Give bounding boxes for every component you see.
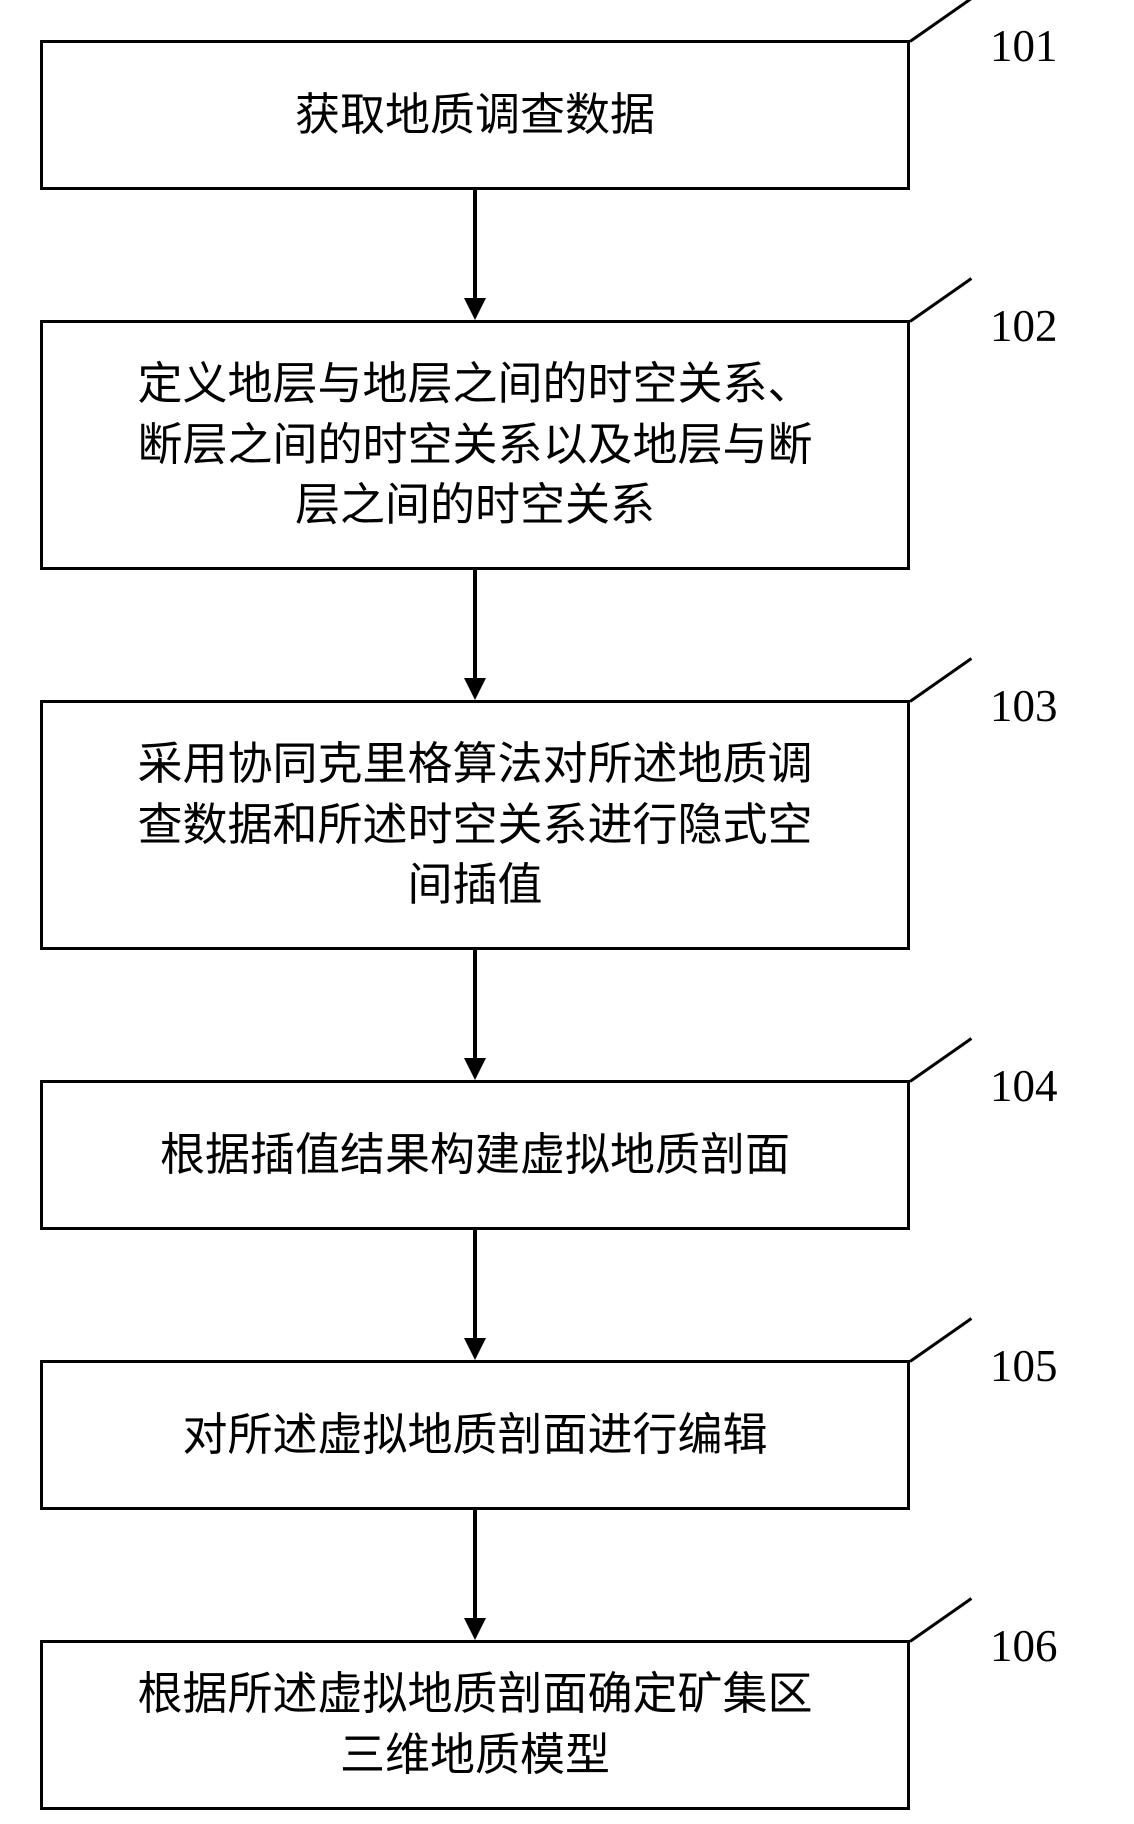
flow-node-4: 根据插值结果构建虚拟地质剖面 — [40, 1080, 910, 1230]
flow-node-1-num: 101 — [990, 20, 1058, 72]
flow-node-3: 采用协同克里格算法对所述地质调查数据和所述时空关系进行隐式空间插值 — [40, 700, 910, 950]
arrow-1-2 — [475, 190, 476, 320]
flow-node-4-num: 104 — [990, 1060, 1058, 1112]
flow-node-4-leader — [909, 1037, 972, 1082]
flow-node-1-label: 获取地质调查数据 — [295, 85, 655, 146]
arrow-3-4 — [475, 950, 476, 1080]
flow-node-2-leader — [909, 277, 972, 322]
flow-node-5-label: 对所述虚拟地质剖面进行编辑 — [182, 1405, 767, 1466]
flow-node-2-num: 102 — [990, 300, 1058, 352]
flow-node-5-leader — [909, 1317, 972, 1362]
flow-node-3-num: 103 — [990, 680, 1058, 732]
flowchart-canvas: 获取地质调查数据 101 定义地层与地层之间的时空关系、断层之间的时空关系以及地… — [0, 0, 1134, 1824]
arrow-5-6 — [475, 1510, 476, 1640]
flow-node-3-label: 采用协同克里格算法对所述地质调查数据和所述时空关系进行隐式空间插值 — [137, 734, 812, 916]
arrow-2-3 — [475, 570, 476, 700]
arrow-4-5 — [475, 1230, 476, 1360]
flow-node-6-leader — [909, 1597, 972, 1642]
flow-node-3-leader — [909, 657, 972, 702]
flow-node-2: 定义地层与地层之间的时空关系、断层之间的时空关系以及地层与断层之间的时空关系 — [40, 320, 910, 570]
flow-node-1: 获取地质调查数据 — [40, 40, 910, 190]
flow-node-4-label: 根据插值结果构建虚拟地质剖面 — [160, 1125, 790, 1186]
flow-node-6: 根据所述虚拟地质剖面确定矿集区三维地质模型 — [40, 1640, 910, 1810]
flow-node-6-label: 根据所述虚拟地质剖面确定矿集区三维地质模型 — [137, 1664, 812, 1786]
flow-node-2-label: 定义地层与地层之间的时空关系、断层之间的时空关系以及地层与断层之间的时空关系 — [137, 354, 812, 536]
flow-node-1-leader — [909, 0, 972, 43]
flow-node-6-num: 106 — [990, 1620, 1058, 1672]
flow-node-5-num: 105 — [990, 1340, 1058, 1392]
flow-node-5: 对所述虚拟地质剖面进行编辑 — [40, 1360, 910, 1510]
